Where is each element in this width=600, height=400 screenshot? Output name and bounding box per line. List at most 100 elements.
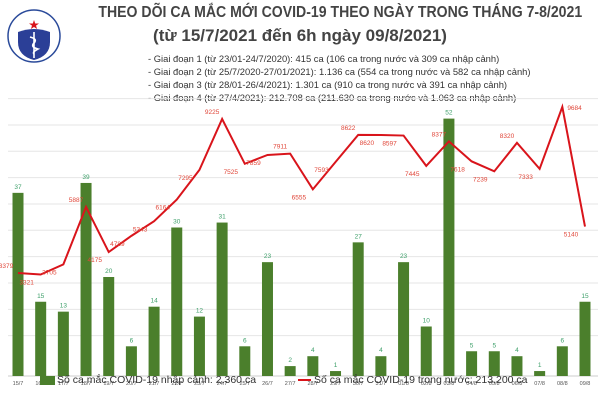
x-tick-label: 15/7 (13, 381, 24, 387)
x-tick-label: 03/8 (444, 381, 455, 387)
line-label: 6164 (156, 205, 171, 212)
line-label: 7445 (405, 171, 420, 178)
x-tick-label: 02/8 (421, 381, 432, 387)
line-label: 5343 (133, 226, 148, 233)
bar-label: 52 (445, 110, 453, 117)
line-label: 3321 (19, 280, 34, 287)
bar-label: 4 (311, 347, 315, 354)
x-tick-label: 24/7 (217, 381, 228, 387)
x-tick-label: 30/7 (353, 381, 364, 387)
x-tick-label: 17/7 (58, 381, 69, 387)
bar-label: 27 (355, 233, 363, 240)
bar-label: 13 (60, 303, 68, 310)
line-label: 8597 (382, 141, 397, 148)
phase-note: - Giai đoạn 4 (từ 27/4/2021): 212.708 ca… (148, 92, 517, 103)
line-label: 7525 (224, 169, 239, 176)
x-tick-label: 19/7 (103, 381, 114, 387)
bar-label: 2 (288, 357, 292, 364)
bar (556, 346, 568, 376)
bar-label: 14 (150, 298, 158, 305)
bar (579, 301, 591, 376)
line-label: 9225 (205, 109, 220, 116)
legend-bar: Số ca mắc COVID-19 nhập cảnh: 2.360 ca (40, 374, 256, 386)
bar (216, 222, 228, 376)
phase-note: - Giai đoạn 2 (từ 25/7/2020-27/01/2021):… (148, 66, 531, 77)
line-label: 5887 (69, 197, 84, 204)
x-tick-label: 23/7 (194, 381, 205, 387)
legend-line: Số ca mắc COVID-19 trong nước: 213.200 c… (298, 374, 528, 386)
x-tick-label: 06/8 (512, 381, 523, 387)
x-tick-label: 20/7 (126, 381, 137, 387)
bar (420, 326, 432, 376)
line-label: 7593 (314, 167, 329, 174)
bar-label: 5 (492, 342, 496, 349)
bar (103, 277, 115, 376)
x-tick-label: 08/8 (557, 381, 568, 387)
bar-label: 15 (37, 293, 45, 300)
bar-label: 12 (196, 308, 204, 315)
line-label: 8620 (360, 140, 375, 147)
bar-label: 6 (243, 337, 247, 344)
bar (12, 192, 24, 376)
bar-label: 10 (423, 318, 431, 325)
legend-bar-label: Số ca mắc COVID-19 nhập cảnh: 2.360 ca (57, 374, 257, 386)
legend-line-label: Số ca mắc COVID-19 trong nước: 213.200 c… (314, 374, 528, 386)
bar-label: 1 (334, 362, 338, 369)
line-label: 8622 (341, 125, 356, 132)
bar (148, 306, 160, 376)
line-series (17, 103, 586, 276)
bar-label: 4 (379, 347, 383, 354)
bar-label: 23 (400, 253, 408, 260)
phase-note: - Giai đoạn 3 (từ 28/01-26/4/2021): 1.30… (148, 79, 508, 90)
x-tick-label: 29/7 (330, 381, 341, 387)
bar-label: 37 (14, 184, 22, 191)
bar (239, 346, 251, 376)
bar (57, 311, 69, 376)
bar (330, 371, 342, 376)
bar (307, 356, 319, 376)
bar (398, 262, 410, 376)
bar (261, 262, 273, 376)
ministry-of-health-logo (7, 9, 61, 63)
bar (375, 356, 387, 376)
phase-note: - Giai đoạn 1 (từ 23/01-24/7/2020): 415 … (148, 53, 500, 64)
bar (35, 301, 47, 376)
bar (125, 346, 137, 376)
bar (488, 351, 500, 376)
bar-label: 5 (470, 342, 474, 349)
bar-label: 31 (219, 214, 227, 221)
line-label: 7239 (473, 176, 488, 183)
bar (284, 366, 296, 376)
x-tick-label: 22/7 (171, 381, 182, 387)
line-label: 3705 (42, 269, 57, 276)
bar (193, 316, 205, 376)
bar-label: 4 (515, 347, 519, 354)
bar-label: 39 (82, 174, 90, 181)
bar-label: 6 (561, 337, 565, 344)
line-label: 4789 (110, 241, 125, 248)
bar-label: 1 (538, 362, 542, 369)
x-tick-label: 25/7 (239, 381, 250, 387)
bar-label: 20 (105, 268, 113, 275)
line-label: 7618 (450, 166, 465, 173)
x-tick-label: 27/7 (285, 381, 296, 387)
x-tick-label: 04/8 (466, 381, 477, 387)
x-tick-label: 31/7 (376, 381, 387, 387)
x-tick-label: 26/7 (262, 381, 273, 387)
line-label: 3379 (0, 263, 14, 270)
bar (466, 351, 478, 376)
x-tick-label: 01/8 (398, 381, 409, 387)
line-label: 7333 (518, 174, 533, 181)
x-tick-label: 18/7 (81, 381, 92, 387)
chart-subtitle: (từ 15/7/2021 đến 6h ngày 09/8/2021) (153, 26, 447, 45)
chart-title: THEO DÕI CA MẮC MỚI COVID-19 THEO NGÀY T… (98, 4, 583, 21)
line-label: 7911 (273, 144, 287, 151)
bar-label: 15 (581, 293, 589, 300)
bar (80, 182, 92, 376)
line-label: 8320 (500, 133, 515, 140)
line-label: 8377 (432, 131, 447, 138)
bar (352, 242, 364, 376)
line-label: 7295 (178, 175, 193, 182)
bar (171, 227, 183, 376)
